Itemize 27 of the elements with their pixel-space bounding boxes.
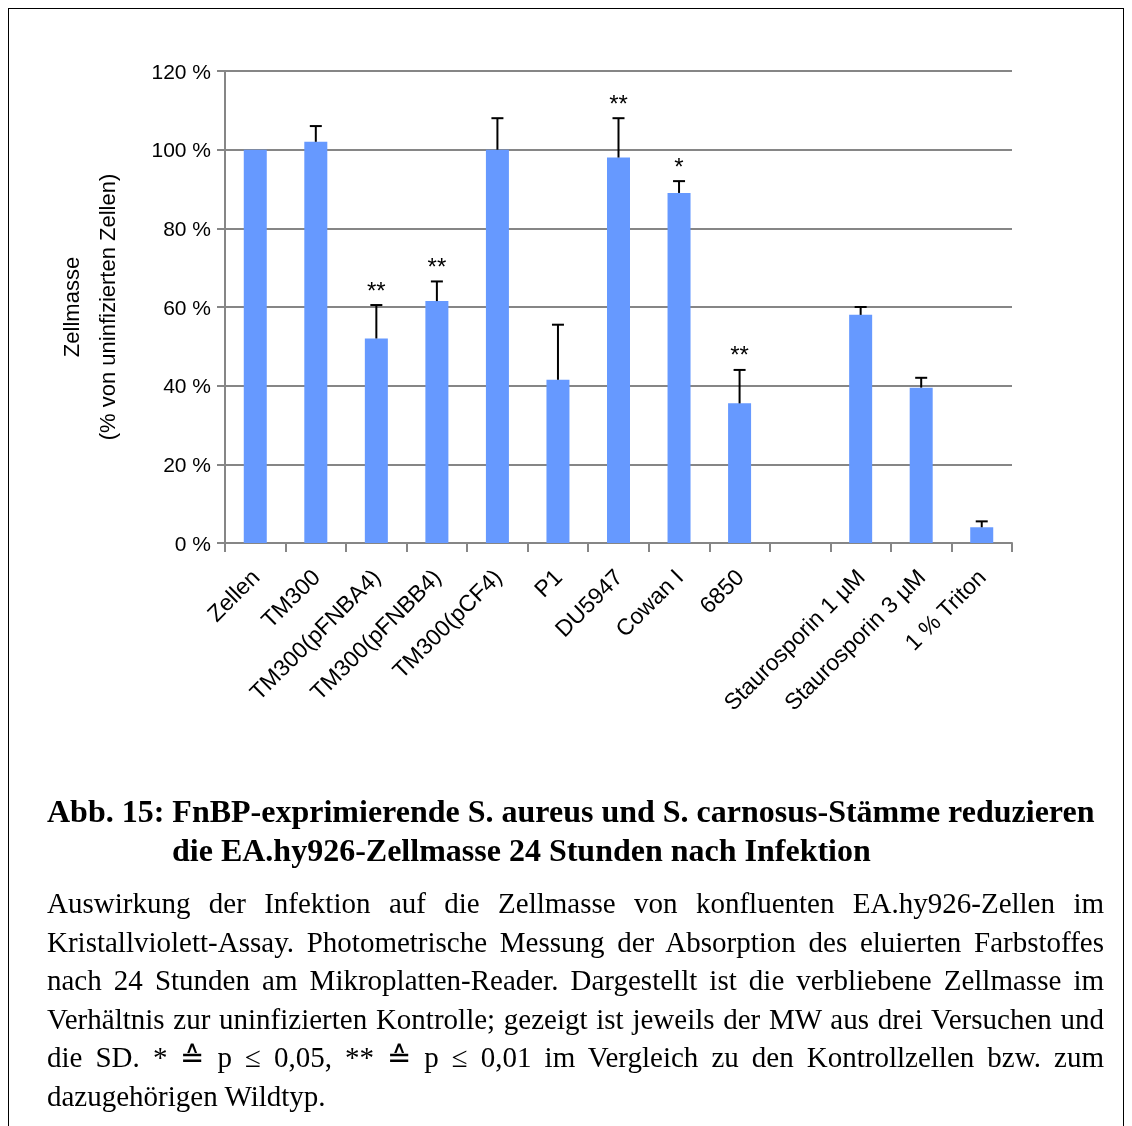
bar	[909, 387, 933, 543]
annotation: *	[674, 152, 684, 180]
annotation: **	[427, 252, 447, 280]
y-tick-label: 120 %	[151, 59, 211, 83]
bar	[425, 301, 449, 543]
y-tick-label: 0 %	[174, 531, 211, 555]
bar	[364, 338, 388, 543]
bar	[243, 149, 267, 543]
bar	[607, 157, 630, 543]
bar	[970, 527, 994, 543]
text: Abb. 15: FnBP-exprimierende S. aureus und S. carnosus-Stämme reduzieren die EA.hy926-Zellmasse 24 Stunden nach Infektion	[47, 792, 1096, 869]
bar	[849, 314, 873, 543]
y-tick-label: 20 %	[163, 452, 211, 476]
annotation: **	[609, 89, 628, 117]
y-tick-label: 100 %	[151, 138, 211, 162]
annotation: **	[367, 276, 386, 304]
bar	[304, 141, 328, 543]
y-axis-title: Zellmasse (% von uninfizierten Zellen)	[58, 173, 120, 441]
annotation: **	[730, 341, 749, 369]
bar	[728, 403, 752, 543]
y-tick-label: 40 %	[163, 374, 211, 398]
y-tick-label: 60 %	[163, 295, 211, 319]
bar	[667, 192, 691, 543]
bar	[546, 379, 570, 543]
bar	[485, 149, 509, 543]
text: Auswirkung der Infektion auf die Zellmasse von konfluenten EA.hy926-Zellen im Kristallviolett-Assay. Photometrische Messung der Absorption des eluierten Farbstoffes nach 24 Stunden am Mikroplatten-Reader. Dargestellt ist die verbliebene Zellmasse im Verhältnis zur uninfizierten Kontrolle; gezeigt ist jeweils der MW aus drei Versuchen und die SD. * ≙ p ≤ 0,05, ** ≙ p ≤ 0,01 im Vergleich zu den Kontrollzellen bzw. zum dazugehörigen Wildtyp.	[47, 886, 1104, 1114]
y-tick-label: 80 %	[163, 216, 211, 240]
